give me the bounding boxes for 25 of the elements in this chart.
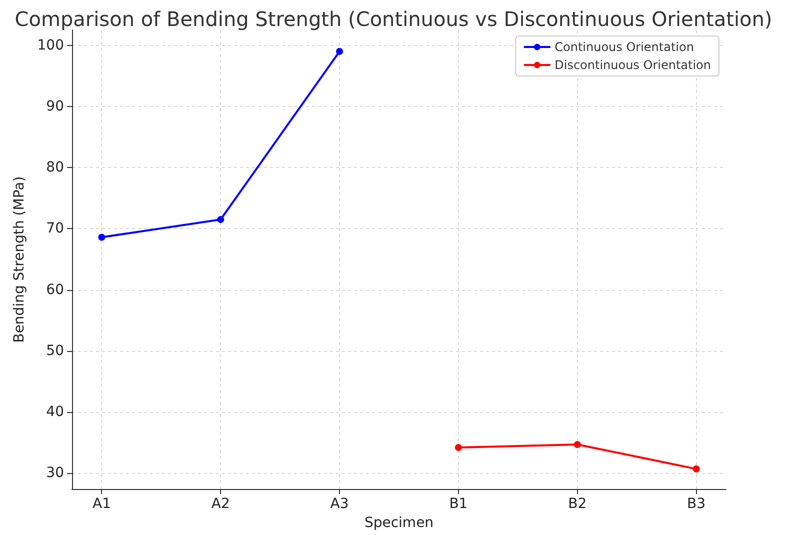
- x-tick-label: B2: [568, 496, 587, 512]
- y-axis-title: Bending Strength (MPa): [11, 176, 28, 343]
- point: [692, 465, 700, 472]
- y-tick-label: 50: [46, 342, 64, 359]
- point: [98, 234, 106, 241]
- point: [574, 440, 581, 448]
- y-tick-label: 90: [46, 98, 64, 114]
- x-tick-label: A3: [330, 496, 349, 512]
- y-tick-label: 80: [46, 160, 64, 176]
- x-tick-label: B3: [687, 496, 706, 512]
- point: [454, 444, 462, 452]
- y-tick-label: 70: [46, 220, 64, 237]
- x-tick-label: B1: [449, 496, 468, 512]
- point: [217, 216, 224, 224]
- x-axis-title: Specimen: [364, 515, 434, 531]
- point: [336, 48, 344, 55]
- y-tick-label: 40: [46, 404, 64, 420]
- legend-label: Continuous Orientation: [554, 40, 694, 54]
- x-tick-label: A1: [92, 496, 111, 512]
- x-tick-label: A2: [211, 496, 230, 512]
- chart-title: Comparison of Bending Strength (Continuous vs Discontinuous Orientation): [14, 7, 772, 31]
- y-tick-label: 30: [46, 465, 64, 482]
- legend-label: Discontinuous Orientation: [554, 58, 712, 72]
- y-tick-label: 60: [46, 282, 64, 298]
- y-tick-label: 100: [37, 37, 64, 54]
